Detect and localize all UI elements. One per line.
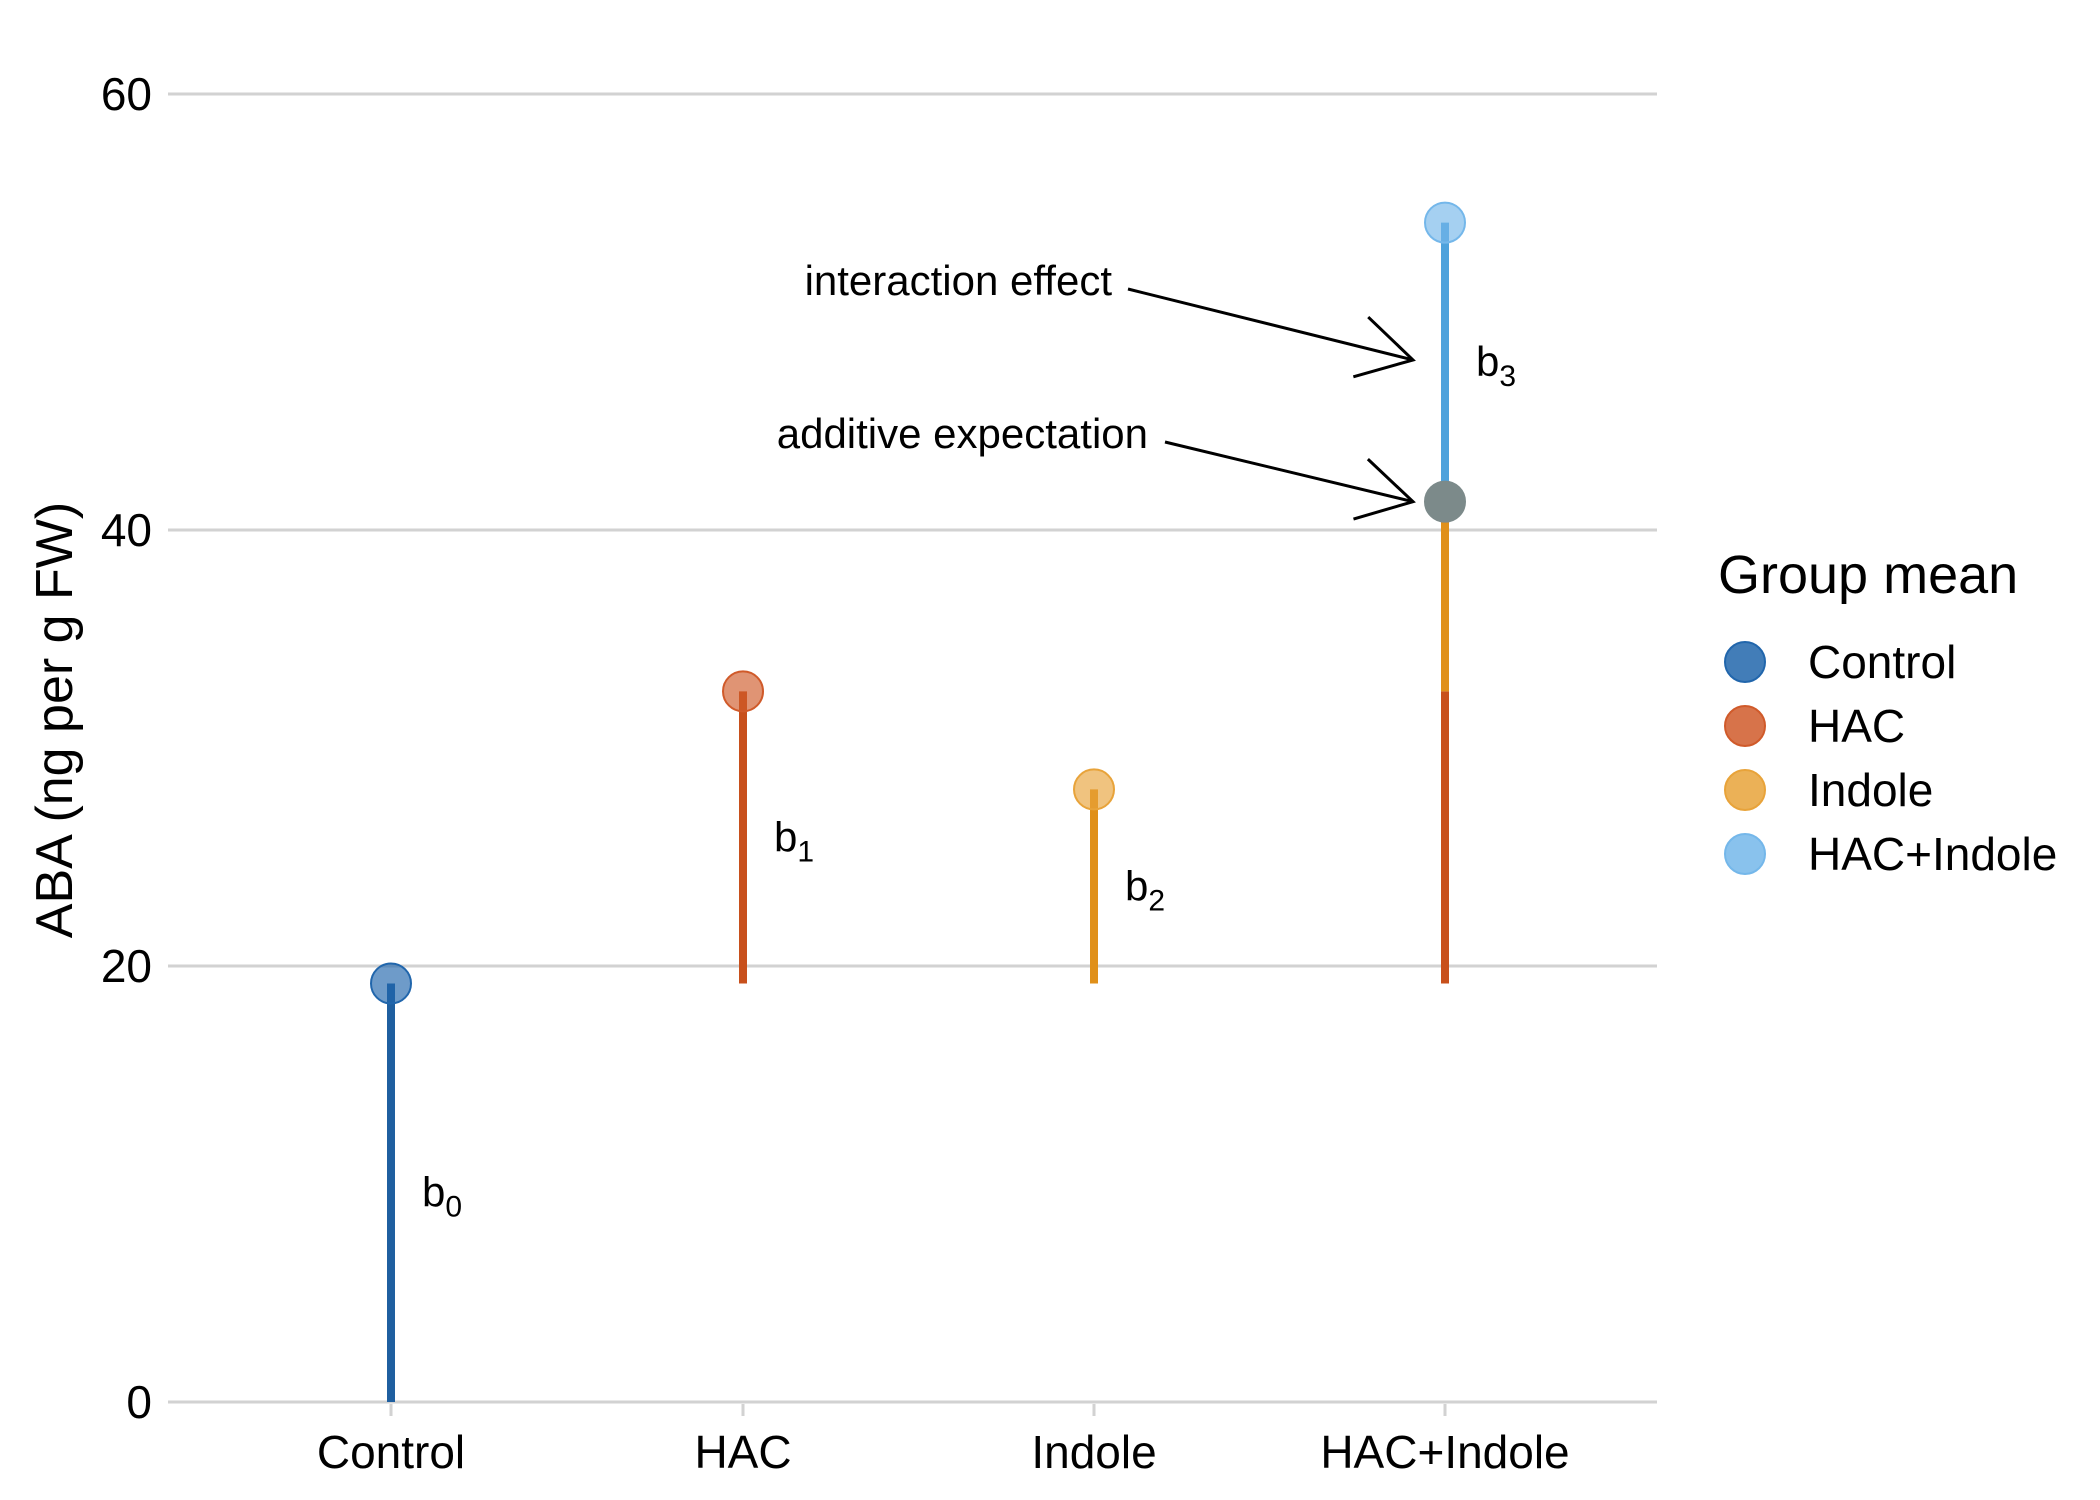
legend-key [1724,705,1766,747]
annotation-arrowhead [1352,315,1416,379]
x-axis-ticks: Control HAC Indole HAC+Indole [317,1404,1570,1478]
point-hac [722,670,764,713]
x-tick-label: Indole [1031,1426,1156,1478]
point-hac-indole [1424,201,1466,244]
legend-title: Group mean [1718,545,2018,605]
coefficient-label-b2: b2 [1125,862,1165,917]
y-tick-label: 40 [101,504,152,556]
point-control [370,962,412,1005]
annotation-label: additive expectation [777,410,1148,457]
legend-label: HAC [1808,700,1905,752]
legend: Group mean Control HAC Indole HAC+Indole [1718,545,2057,880]
annotation-arrow [1164,440,1414,504]
y-tick-label: 20 [101,940,152,992]
legend-key [1724,769,1766,811]
coefficient-label-b0: b0 [422,1169,462,1224]
annotation-arrow [1127,287,1414,362]
x-tick-label: Control [317,1426,465,1478]
legend-label: HAC+Indole [1808,828,2057,880]
grid-lines [168,92,1657,1404]
annotation-label: interaction effect [805,257,1113,304]
legend-label: Indole [1808,764,1933,816]
coefficient-label-b1: b1 [774,813,814,868]
y-axis-ticks: 0 20 40 60 [101,68,152,1428]
group-mean-points [370,201,1466,1005]
legend-label: Control [1808,636,1956,688]
effect-segments [387,222,1449,1402]
annotation-arrowhead [1353,458,1416,521]
point-additive-expectation [1424,480,1466,523]
y-axis-title: ABA (ng per g FW) [26,502,84,938]
coefficient-labels: b0 b1 b2 b3 [422,338,1516,1224]
annotations: interaction effect additive expectation [777,257,1416,521]
coefficient-label-b3: b3 [1476,338,1516,393]
y-tick-label: 60 [101,68,152,120]
y-tick-label: 0 [126,1376,152,1428]
point-indole [1073,768,1115,811]
legend-key [1724,833,1766,875]
x-tick-label: HAC+Indole [1320,1426,1569,1478]
x-tick-label: HAC [694,1426,791,1478]
legend-key [1724,641,1766,683]
